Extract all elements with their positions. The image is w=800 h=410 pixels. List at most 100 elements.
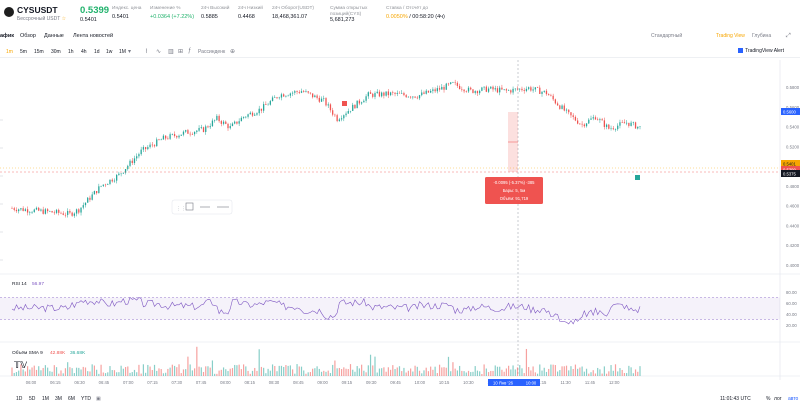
view-depth[interactable]: Глубина <box>752 33 772 39</box>
candle-body <box>62 213 64 215</box>
volume-bar <box>82 366 84 376</box>
tf-1m[interactable]: 1m <box>6 49 13 55</box>
tab-chart[interactable]: афик <box>0 33 15 39</box>
stat-6: Ставка / Отсчёт до 0.0050% / 00:58:20 (4ч… <box>386 6 445 20</box>
add-icon[interactable]: ⊕ <box>230 49 236 55</box>
candle-body <box>499 87 501 93</box>
candle-body <box>470 87 472 90</box>
tf-15m[interactable]: 15m <box>34 49 44 55</box>
time-tick-label: 06:45 <box>99 380 110 385</box>
indicator-fx-icon[interactable]: ƒ <box>188 48 192 54</box>
candle-body <box>416 97 418 99</box>
layout-icon[interactable]: ⊞ <box>178 49 184 55</box>
volume-bar <box>361 364 363 376</box>
volume-bar <box>243 364 245 376</box>
volume-bar <box>78 367 80 376</box>
tf-1h[interactable]: 1h <box>68 49 74 55</box>
range-button: 1M <box>42 396 49 402</box>
volume-bar <box>200 367 202 376</box>
candle-body <box>38 207 40 211</box>
range-button: 3M <box>55 396 62 402</box>
volume-bar <box>541 370 543 376</box>
volume-bar <box>338 367 340 376</box>
candle-body <box>332 110 334 115</box>
tf-1d[interactable]: 1d <box>94 49 100 55</box>
volume-bar <box>100 364 102 376</box>
tf-1w[interactable]: 1w <box>106 49 113 55</box>
price-tick-label: 0.4600 <box>786 204 800 209</box>
volume-bar <box>372 365 374 376</box>
candle-body <box>425 90 427 94</box>
bar-style-icon[interactable]: ▥ <box>168 49 174 55</box>
candle-body <box>209 126 211 128</box>
candle-body <box>225 121 227 124</box>
tf-4h[interactable]: 4h <box>81 49 87 55</box>
candle-body <box>447 83 450 85</box>
candle-body <box>158 139 160 140</box>
volume-bar <box>383 367 385 376</box>
volume-bar <box>588 373 590 376</box>
volume-bar <box>191 370 193 376</box>
volume-bar <box>570 366 572 376</box>
tab-news[interactable]: Лента новостей <box>73 33 114 39</box>
scale-auto: авто <box>788 396 799 402</box>
candle-body <box>42 209 44 214</box>
volume-bar <box>140 373 142 376</box>
candle-body <box>532 89 534 91</box>
range-button: 1D <box>16 396 23 402</box>
volume-bar <box>463 371 465 376</box>
chart-toolbar: 1m 5m 15m 30m 1h 4h 1d 1w 1M ▾ ⌇ ∿ ▥ ⊞ ƒ… <box>0 46 800 58</box>
fullscreen-icon[interactable]: ⤢ <box>786 33 791 39</box>
volume-bar <box>251 370 254 376</box>
candle-body <box>69 211 71 213</box>
time-tick-label: 06:15 <box>50 380 61 385</box>
time-tick-label: 10:30 <box>463 380 474 385</box>
candle-body <box>327 104 329 106</box>
chart-area[interactable]: 0.58000.56000.54000.52000.50000.48000.46… <box>0 60 800 405</box>
volume-bar <box>42 367 44 376</box>
indicator-menu[interactable]: Рассинденк <box>198 49 226 55</box>
chart-type-icon[interactable]: ⌇ <box>145 49 148 55</box>
favorite-star-icon[interactable]: ☆ <box>61 16 67 22</box>
stat-1: Изменение % +0.0364 (+7.22%) <box>150 6 194 20</box>
volume-bar <box>145 372 147 376</box>
candle-body <box>171 134 173 135</box>
view-standard[interactable]: Стандартный <box>651 33 683 39</box>
price-chart[interactable]: 0.58000.56000.54000.52000.50000.48000.46… <box>0 60 800 405</box>
candle-body <box>242 116 245 118</box>
tab-data[interactable]: Данные <box>44 33 64 39</box>
volume-bar <box>116 372 118 376</box>
indicators-icon[interactable]: ∿ <box>156 49 162 55</box>
checkbox-icon <box>738 48 744 53</box>
price-label-high: 0.5600 <box>783 110 796 115</box>
symbol-subtitle: Бессрочный USDT ☆ <box>17 16 67 22</box>
tradingview-alert[interactable]: TradingView Alert <box>738 48 784 54</box>
tf-5m[interactable]: 5m <box>20 49 27 55</box>
candle-body <box>525 88 528 91</box>
candle-body <box>510 90 512 93</box>
view-tradingview[interactable]: Trading View <box>716 33 745 39</box>
tf-30m[interactable]: 30m <box>51 49 61 55</box>
price-label-bg <box>781 166 800 173</box>
stat-value: 0.4468 <box>238 13 255 20</box>
candle-body <box>550 95 552 96</box>
volume-bar <box>601 373 603 376</box>
candle-body <box>280 94 283 98</box>
volume-bar <box>254 367 256 376</box>
candle-body <box>409 96 412 98</box>
candle-body <box>563 105 565 111</box>
candle-body <box>142 147 145 150</box>
volume-bar <box>505 368 507 376</box>
rsi-tick-label: 60.00 <box>786 301 797 306</box>
candle-body <box>407 96 410 98</box>
candle-body <box>269 101 271 105</box>
tf-1M[interactable]: 1M <box>119 49 126 55</box>
candle-body <box>71 212 73 216</box>
tab-overview[interactable]: Обзор <box>20 33 36 39</box>
volume-bar <box>405 372 407 376</box>
symbol-name[interactable]: CYSUSDT <box>17 5 58 15</box>
range-button: YTD <box>81 396 91 402</box>
volume-bar <box>298 366 300 376</box>
chevron-down-icon[interactable]: ▾ <box>128 49 132 55</box>
candle-body <box>372 93 374 97</box>
